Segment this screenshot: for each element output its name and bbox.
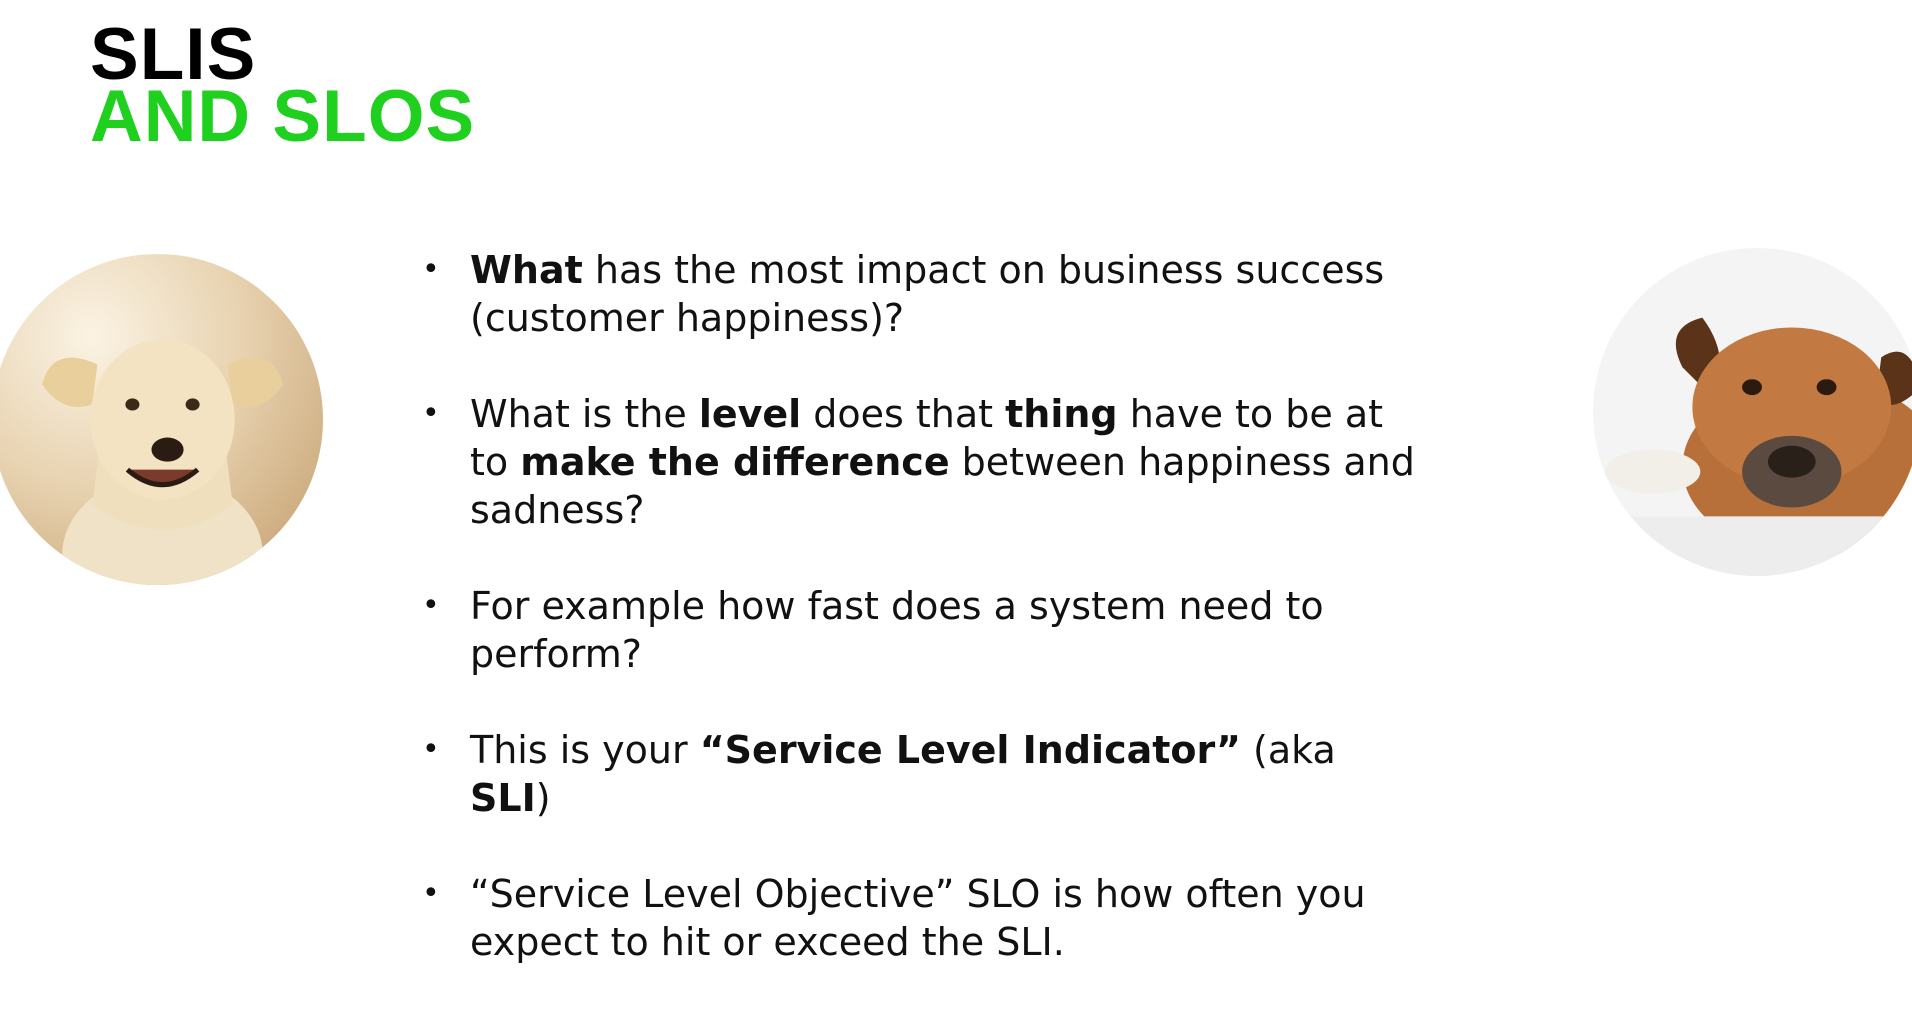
bullet-3-text: For example how fast does a system need …	[470, 584, 1324, 676]
bullet-4-bold-a: “Service Level Indicator”	[699, 728, 1241, 772]
bullet-item-4: • This is your “Service Level Indicator”…	[418, 726, 1418, 822]
bullet-2-text-d: between happiness and sadness?	[470, 440, 1415, 532]
bullet-item-3: • For example how fast does a system nee…	[418, 582, 1418, 678]
sad-dog-photo	[1593, 248, 1912, 576]
bullet-list: • What has the most impact on business s…	[418, 246, 1418, 1014]
bullet-2-text-c: have to be at to	[470, 392, 1384, 484]
bullet-2-text-b: does that	[801, 392, 1006, 436]
title-line-2: AND SLOS	[90, 76, 476, 157]
title-line-1: SLIS	[90, 14, 257, 95]
bullet-5-text: “Service Level Objective” SLO is how oft…	[470, 872, 1366, 964]
bullet-2-text-a: What is the	[470, 392, 699, 436]
bullet-2-bold-b: thing	[1005, 392, 1118, 436]
bullet-item-2: • What is the level does that thing have…	[418, 390, 1418, 534]
bullet-1-bold: What	[470, 248, 583, 292]
bullet-4-bold-b: SLI	[470, 776, 536, 820]
bullet-marker: •	[422, 252, 440, 287]
bullet-marker: •	[422, 588, 440, 623]
bullet-4-text-c: )	[535, 776, 551, 820]
bullet-marker: •	[422, 876, 440, 911]
bullet-1-text: has the most impact on business success …	[470, 248, 1385, 340]
bullet-4-text-a: This is your	[470, 728, 700, 772]
bullet-2-bold-c: make the difference	[520, 440, 950, 484]
bullet-item-5: • “Service Level Objective” SLO is how o…	[418, 870, 1418, 966]
slide-title: SLIS AND SLOS	[90, 14, 476, 157]
bullet-item-1: • What has the most impact on business s…	[418, 246, 1418, 342]
bullet-marker: •	[422, 732, 440, 767]
bullet-4-text-b: (aka	[1240, 728, 1336, 772]
bullet-marker: •	[422, 396, 440, 431]
bullet-2-bold-a: level	[698, 392, 802, 436]
happy-dog-photo	[0, 254, 323, 585]
